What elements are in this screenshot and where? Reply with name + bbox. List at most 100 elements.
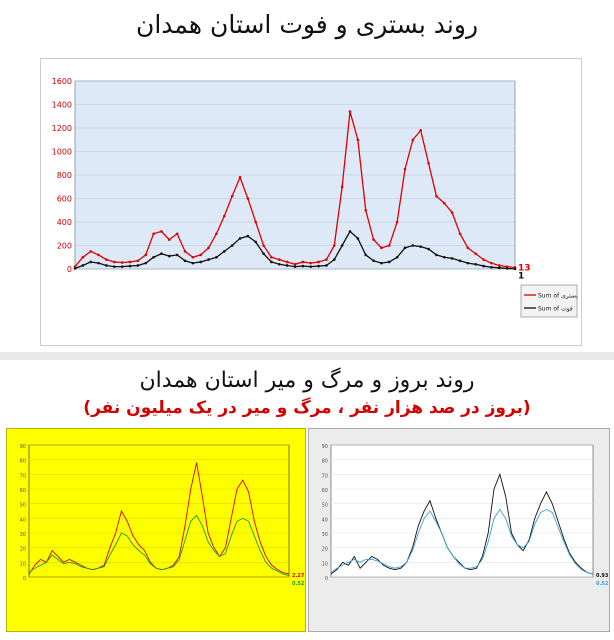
data-point xyxy=(144,261,148,265)
data-point xyxy=(270,260,273,264)
data-point xyxy=(356,138,360,142)
y-tick-label: 40 xyxy=(20,517,26,523)
end-value-label: 0.52 xyxy=(596,581,609,587)
data-point xyxy=(105,258,108,261)
data-point xyxy=(513,267,517,271)
y-tick-label: 0 xyxy=(67,265,72,274)
data-point xyxy=(222,250,226,253)
data-point xyxy=(270,255,273,259)
y-tick-label: 20 xyxy=(20,547,26,553)
data-point xyxy=(97,253,100,257)
data-point xyxy=(325,258,328,261)
data-point xyxy=(136,264,140,267)
mortality-chart: 0 10 20 30 40 50 60 70 80 90 0.93 0.52 xyxy=(322,444,609,587)
data-point xyxy=(466,261,470,265)
data-point xyxy=(285,264,289,267)
data-point xyxy=(167,254,171,258)
data-point xyxy=(387,260,391,264)
y-tick-label: 90 xyxy=(322,444,328,450)
data-point xyxy=(277,258,281,261)
data-point xyxy=(89,250,93,253)
data-point xyxy=(364,253,368,257)
data-point xyxy=(482,258,485,261)
data-point xyxy=(395,220,399,224)
data-point xyxy=(120,265,124,268)
plot-area xyxy=(28,444,290,578)
data-point xyxy=(183,259,187,263)
y-tick-label: 30 xyxy=(322,532,328,538)
main-chart-frame: 0 200 400 600 800 1000 1200 1400 1600 13 1 Sum of ب… xyxy=(40,58,582,346)
data-point xyxy=(230,194,234,198)
y-tick-label: 800 xyxy=(57,171,72,180)
data-point xyxy=(403,167,407,171)
data-point xyxy=(238,176,242,179)
data-point xyxy=(435,194,438,198)
data-point xyxy=(222,214,226,218)
second-title: روند بروز و مرگ و میر استان همدان xyxy=(139,368,475,393)
data-point xyxy=(167,238,171,241)
data-point xyxy=(246,234,250,238)
legend-label: Sum of فوت xyxy=(538,306,573,313)
series-line xyxy=(28,514,290,576)
plot-area xyxy=(330,444,594,578)
data-point xyxy=(466,246,470,250)
end-value-label: 2.27 xyxy=(292,573,305,579)
data-point xyxy=(490,265,493,269)
legend-box xyxy=(520,284,578,318)
data-point xyxy=(450,257,454,260)
data-point xyxy=(128,260,132,264)
data-point xyxy=(175,232,179,236)
data-point xyxy=(427,247,430,251)
y-tick-label: 50 xyxy=(322,503,328,509)
y-tick-label: 200 xyxy=(57,242,72,251)
data-point xyxy=(152,232,155,236)
data-point xyxy=(97,261,100,265)
y-tick-label: 80 xyxy=(20,459,26,465)
data-point xyxy=(293,265,297,268)
data-point xyxy=(442,255,446,259)
data-point xyxy=(309,265,313,268)
y-tick-label: 60 xyxy=(322,488,328,494)
y-tick-label: 70 xyxy=(20,473,26,479)
data-point xyxy=(105,264,108,267)
data-point xyxy=(120,261,124,264)
data-point xyxy=(411,138,415,142)
y-tick-label: 0 xyxy=(23,576,26,582)
data-point xyxy=(458,232,462,236)
data-point xyxy=(136,259,140,263)
y-tick-label: 80 xyxy=(322,459,328,465)
y-tick-label: 1400 xyxy=(52,101,72,110)
data-point xyxy=(262,244,265,247)
data-point xyxy=(144,253,148,257)
data-point xyxy=(277,263,281,266)
data-point xyxy=(246,197,250,200)
data-point xyxy=(372,238,375,241)
data-point xyxy=(207,246,210,250)
data-point xyxy=(403,246,407,250)
data-point xyxy=(364,208,368,212)
data-point xyxy=(293,263,297,266)
main-chart: 0 200 400 600 800 1000 1200 1400 1600 131 Sum of ب… xyxy=(52,77,578,318)
y-tick-label: 1000 xyxy=(52,148,72,157)
data-point xyxy=(160,252,163,256)
data-point xyxy=(175,253,179,257)
data-point xyxy=(112,260,116,264)
data-point xyxy=(317,260,320,264)
data-point xyxy=(348,230,352,233)
incidence-chart: 0 10 20 30 40 50 60 70 80 90 2.27 0.52 xyxy=(20,444,305,587)
y-tick-label: 60 xyxy=(20,488,26,494)
end-value-label: 1 xyxy=(518,271,524,281)
data-point xyxy=(356,237,360,240)
data-point xyxy=(325,264,328,267)
y-tick-label: 50 xyxy=(20,503,26,509)
data-point xyxy=(450,211,454,214)
data-point xyxy=(490,261,493,265)
data-point xyxy=(419,245,423,248)
y-tick-label: 90 xyxy=(20,444,26,450)
data-point xyxy=(254,220,258,224)
data-point xyxy=(207,258,210,261)
data-point xyxy=(301,260,305,264)
y-tick-label: 20 xyxy=(322,547,328,553)
data-point xyxy=(474,263,478,266)
data-point xyxy=(442,201,446,205)
